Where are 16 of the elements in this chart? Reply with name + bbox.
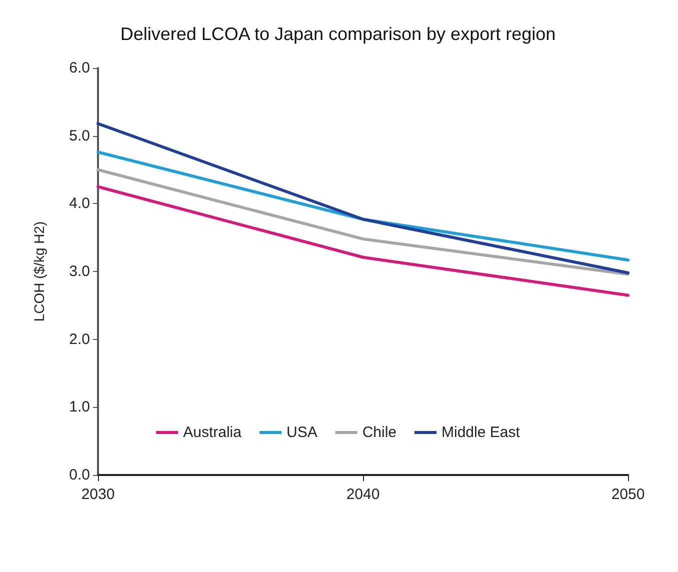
x-tick-label: 2050	[611, 486, 645, 503]
y-tick-label: 3.0	[69, 263, 90, 280]
legend-label: Australia	[183, 424, 242, 441]
x-tick-label: 2040	[346, 486, 380, 503]
legend-label: Chile	[362, 424, 397, 441]
y-tick-label: 2.0	[69, 330, 90, 348]
y-tick-label: 6.0	[69, 60, 90, 76]
x-tick-label: 2030	[81, 486, 115, 503]
y-axis-title: LCOH ($/kg H2)	[31, 221, 47, 322]
y-tick-label: 5.0	[69, 127, 90, 144]
y-tick-label: 1.0	[69, 398, 90, 416]
y-tick-label: 0.0	[69, 466, 90, 484]
legend-label: Middle East	[442, 424, 521, 441]
legend-label: USA	[286, 424, 318, 441]
chart-title: Delivered LCOA to Japan comparison by export region	[120, 24, 556, 44]
y-tick-label: 4.0	[69, 195, 90, 212]
